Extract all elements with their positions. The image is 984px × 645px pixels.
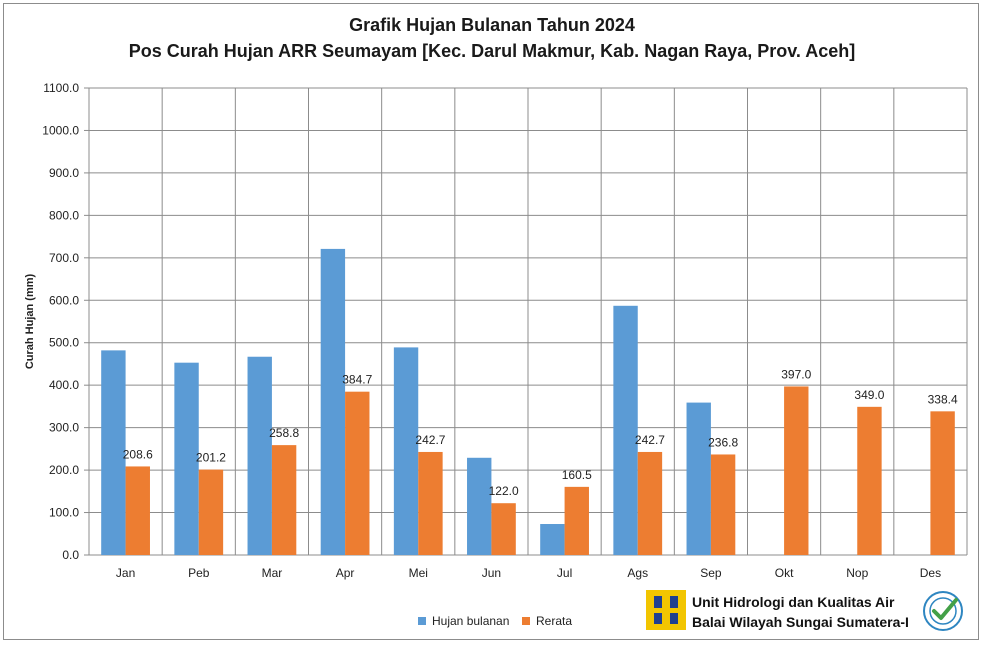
y-tick-label: 0.0 xyxy=(62,548,79,562)
bar-rerata xyxy=(564,486,589,555)
y-tick-label: 800.0 xyxy=(49,208,79,222)
x-tick-label: Apr xyxy=(336,566,355,580)
bar-rerata xyxy=(930,411,955,555)
certified-badge-icon xyxy=(923,591,963,631)
data-label: 122.0 xyxy=(489,484,519,498)
data-label: 201.2 xyxy=(196,451,226,465)
x-tick-label: Sep xyxy=(700,566,722,580)
bar-hujan-bulanan xyxy=(174,362,199,555)
y-tick-label: 200.0 xyxy=(49,463,79,477)
y-tick-label: 1000.0 xyxy=(42,123,79,137)
bar-rerata xyxy=(857,406,882,555)
brand-block: Unit Hidrologi dan Kualitas Air Balai Wi… xyxy=(646,590,976,634)
x-tick-label: Mar xyxy=(262,566,283,580)
brand-line-2: Balai Wilayah Sungai Sumatera-I xyxy=(692,614,909,630)
legend-swatch-rerata xyxy=(522,617,530,625)
chart-title: Grafik Hujan Bulanan Tahun 2024 xyxy=(349,15,635,35)
bar-hujan-bulanan xyxy=(613,305,638,555)
data-label: 338.4 xyxy=(928,392,958,406)
bar-hujan-bulanan xyxy=(101,350,126,555)
bar-hujan-bulanan xyxy=(467,457,492,555)
y-tick-label: 300.0 xyxy=(49,421,79,435)
data-label: 397.0 xyxy=(781,367,811,381)
brand-line-1: Unit Hidrologi dan Kualitas Air xyxy=(692,594,895,610)
x-tick-label: Mei xyxy=(409,566,428,580)
bar-rerata xyxy=(491,503,516,555)
legend-label-hujan-bulanan: Hujan bulanan xyxy=(432,614,510,628)
bar-rerata xyxy=(271,445,297,555)
legend-item-hujan-bulanan: Hujan bulanan xyxy=(418,614,509,628)
bar-rerata xyxy=(784,386,809,555)
x-tick-label: Okt xyxy=(775,566,794,580)
bar-hujan-bulanan xyxy=(247,356,272,555)
y-tick-label: 100.0 xyxy=(49,506,79,520)
bar-hujan-bulanan xyxy=(393,347,419,555)
x-tick-label: Peb xyxy=(188,566,210,580)
x-tick-label: Jul xyxy=(557,566,572,580)
y-tick-label: 400.0 xyxy=(49,378,79,392)
brand-text: Unit Hidrologi dan Kualitas Air Balai Wi… xyxy=(692,592,909,632)
pupr-logo-icon xyxy=(646,590,686,630)
y-tick-label: 900.0 xyxy=(49,166,79,180)
bar-hujan-bulanan xyxy=(320,248,346,556)
bar-rerata xyxy=(198,469,224,555)
bar-hujan-bulanan xyxy=(540,524,565,555)
x-tick-label: Jan xyxy=(116,566,135,580)
data-label: 236.8 xyxy=(708,435,738,449)
data-label: 242.7 xyxy=(635,433,665,447)
data-label: 258.8 xyxy=(269,426,299,440)
x-tick-label: Ags xyxy=(627,566,648,580)
legend-label-rerata: Rerata xyxy=(536,614,573,628)
data-label: 242.7 xyxy=(415,433,445,447)
data-label: 349.0 xyxy=(854,388,884,402)
data-label: 384.7 xyxy=(342,373,372,387)
legend-item-rerata: Rerata xyxy=(522,614,572,628)
chart-subtitle: Pos Curah Hujan ARR Seumayam [Kec. Darul… xyxy=(128,41,856,61)
data-label: 160.5 xyxy=(562,468,592,482)
bar-rerata xyxy=(637,451,663,555)
x-tick-label: Jun xyxy=(482,566,501,580)
y-tick-label: 700.0 xyxy=(49,251,79,265)
bar-rerata xyxy=(125,466,150,555)
bar-rerata xyxy=(418,451,443,555)
legend-swatch-hujan-bulanan xyxy=(418,617,426,625)
x-tick-label: Nop xyxy=(846,566,868,580)
data-label: 208.6 xyxy=(123,447,153,461)
y-tick-label: 500.0 xyxy=(49,336,79,350)
y-axis-label: Curah Hujan (mm) xyxy=(24,273,36,369)
y-tick-label: 1100.0 xyxy=(43,81,79,95)
bar-rerata xyxy=(710,454,736,555)
x-tick-label: Des xyxy=(920,566,941,580)
bar-rerata xyxy=(345,391,370,555)
bar-hujan-bulanan xyxy=(686,402,711,555)
y-tick-label: 600.0 xyxy=(49,293,79,307)
